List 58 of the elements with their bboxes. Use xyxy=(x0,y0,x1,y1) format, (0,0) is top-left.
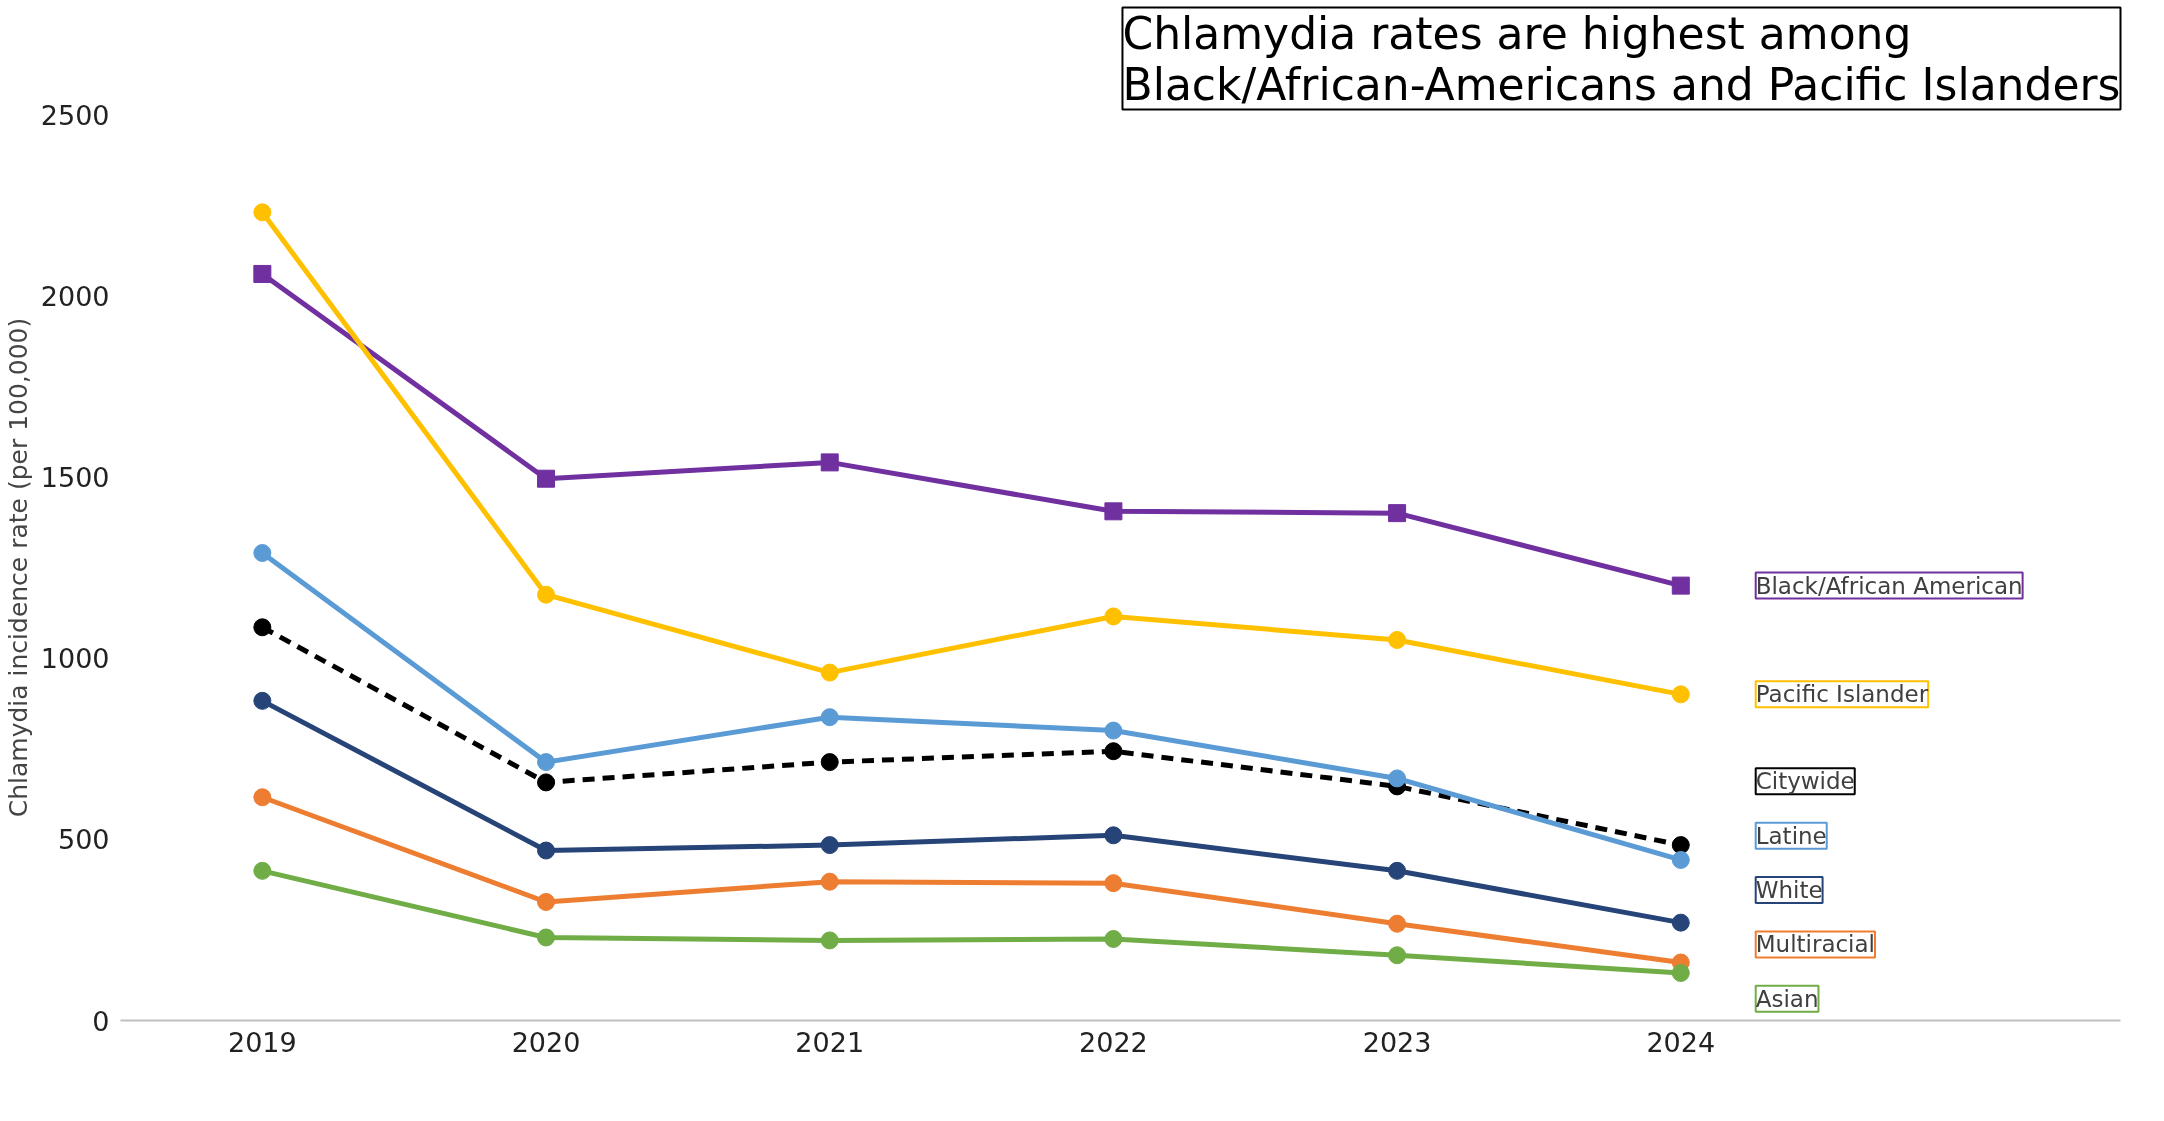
x-tick-label: 2019 xyxy=(227,1026,297,1058)
point xyxy=(537,585,556,604)
x-tick-label: 2020 xyxy=(511,1026,581,1058)
point xyxy=(253,861,272,880)
point xyxy=(1388,504,1407,523)
point xyxy=(537,928,556,947)
y-tick-label: 0 xyxy=(92,1005,110,1037)
point xyxy=(1104,742,1123,761)
point xyxy=(1104,874,1123,893)
text: Latine xyxy=(1755,822,1827,849)
x-tick-label: 2022 xyxy=(1079,1026,1148,1058)
y-tick-label: 500 xyxy=(57,824,110,856)
point xyxy=(1671,836,1690,855)
point xyxy=(253,691,272,710)
point xyxy=(253,203,272,222)
point xyxy=(537,773,556,792)
point xyxy=(820,708,839,727)
point xyxy=(820,872,839,891)
point xyxy=(1388,631,1407,649)
point xyxy=(1388,946,1407,965)
point xyxy=(537,753,556,772)
point xyxy=(1388,769,1407,788)
y-tick-label: 2500 xyxy=(40,99,110,131)
point xyxy=(1671,913,1690,932)
point xyxy=(1104,826,1123,845)
point xyxy=(820,753,839,772)
x-tick-label: 2024 xyxy=(1646,1026,1716,1058)
point xyxy=(820,836,839,855)
x-tick-label: 2023 xyxy=(1362,1026,1432,1058)
point xyxy=(253,544,272,562)
point xyxy=(537,469,556,488)
text: Multiracial xyxy=(1755,931,1875,958)
y-axis-title: Chlamydia incidence rate (per 100,000) xyxy=(3,317,33,818)
point xyxy=(820,663,839,682)
point xyxy=(1388,861,1407,880)
point xyxy=(1671,685,1690,704)
point xyxy=(253,788,272,807)
point xyxy=(820,931,839,950)
point xyxy=(1104,607,1123,626)
point xyxy=(820,453,839,472)
y-tick-label: 1000 xyxy=(40,643,110,675)
point xyxy=(537,893,556,911)
point xyxy=(1104,721,1123,740)
y-tick-label: 1500 xyxy=(40,461,110,493)
y-tick-label: 2000 xyxy=(40,280,110,312)
point xyxy=(1671,576,1690,595)
point xyxy=(537,841,556,860)
point xyxy=(253,618,272,637)
text: Chlamydia rates are highest among Black/African-Americans and Pacific Islanders xyxy=(1122,7,2121,110)
point xyxy=(1104,929,1123,948)
text: Black/African American xyxy=(1755,572,2023,599)
point xyxy=(253,264,272,283)
x-tick-label: 2021 xyxy=(795,1026,865,1058)
point xyxy=(1388,914,1407,933)
point xyxy=(1671,964,1690,983)
point xyxy=(1104,502,1123,521)
point xyxy=(1671,850,1690,869)
text: Citywide xyxy=(1755,768,1855,795)
